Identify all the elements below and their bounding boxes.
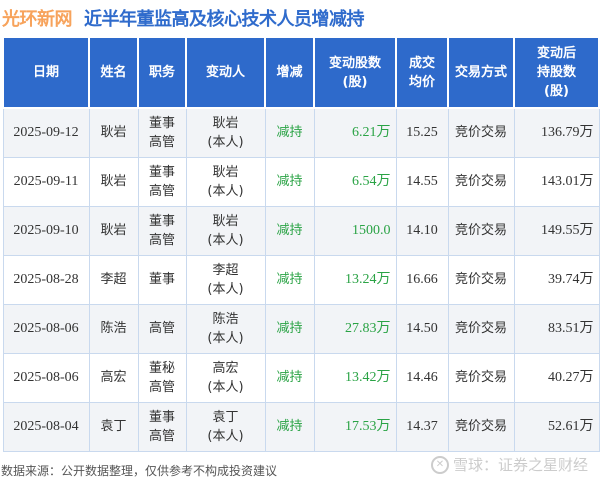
brand-logo: 光环新网	[2, 9, 73, 30]
cell-role: 高管	[137, 303, 187, 354]
cell-method: 竞价交易	[447, 352, 515, 403]
cell-shares: 6.21万	[313, 107, 397, 158]
cell-method: 竞价交易	[447, 401, 515, 452]
table-row: 2025-08-06 高宏 董秘 高管 高宏 (本人) 减持 13.42万 14.46 竞价交易 4…	[2, 352, 600, 403]
cell-after: 136.79万	[513, 107, 600, 158]
cell-role: 董事 高管	[137, 401, 187, 452]
table-row: 2025-09-10 耿岩 董事 高管 耿岩 (本人) 减持 1500.0 14.10 竞价交易 1…	[2, 205, 600, 256]
cell-direction: 减持	[264, 205, 315, 256]
column-header: 变动股数 (股)	[313, 38, 397, 109]
watermark-text: 雪球：证券之星财经	[452, 456, 588, 474]
cell-after: 149.55万	[513, 205, 600, 256]
cell-date: 2025-09-12	[2, 107, 90, 158]
cell-name: 李超	[88, 254, 139, 305]
cell-name: 袁丁	[88, 401, 139, 452]
cell-method: 竞价交易	[447, 107, 515, 158]
column-header: 变动人	[185, 38, 266, 109]
cell-shares: 13.42万	[313, 352, 397, 403]
cell-price: 16.66	[395, 254, 449, 305]
cell-shares: 1500.0	[313, 205, 397, 256]
cell-after: 143.01万	[513, 156, 600, 207]
cell-name: 陈浩	[88, 303, 139, 354]
cell-date: 2025-09-10	[2, 205, 90, 256]
column-header: 变动后 持股数 (股)	[513, 38, 600, 109]
column-header: 职务	[137, 38, 187, 109]
cell-shares: 17.53万	[313, 401, 397, 452]
cell-changer: 耿岩 (本人)	[185, 156, 266, 207]
cell-method: 竞价交易	[447, 156, 515, 207]
cell-name: 高宏	[88, 352, 139, 403]
xueqiu-logo-icon: ✕	[430, 455, 449, 474]
cell-changer: 袁丁 (本人)	[185, 401, 266, 452]
cell-method: 竞价交易	[447, 205, 515, 256]
table-row: 2025-09-11 耿岩 董事 高管 耿岩 (本人) 减持 6.54万 14.55 竞价交易 14…	[2, 156, 600, 207]
cell-direction: 减持	[264, 401, 315, 452]
cell-method: 竞价交易	[447, 303, 515, 354]
cell-after: 52.61万	[513, 401, 600, 452]
cell-role: 董事 高管	[137, 205, 187, 256]
cell-changer: 高宏 (本人)	[185, 352, 266, 403]
cell-after: 40.27万	[513, 352, 600, 403]
title-bar: 光环新网 近半年董监高及核心技术人员增减持	[2, 4, 365, 32]
cell-shares: 27.83万	[313, 303, 397, 354]
column-header: 增减	[264, 38, 315, 109]
cell-date: 2025-08-28	[2, 254, 90, 305]
cell-role: 董事	[137, 254, 187, 305]
cell-date: 2025-08-06	[2, 352, 90, 403]
table-row: 2025-08-06 陈浩 高管 陈浩 (本人) 减持 27.83万 14.50 竞价交易 83.…	[2, 303, 600, 354]
table-row: 2025-08-04 袁丁 董事 高管 袁丁 (本人) 减持 17.53万 14.37 竞价交易 5…	[2, 401, 600, 452]
cell-name: 耿岩	[88, 156, 139, 207]
cell-price: 14.46	[395, 352, 449, 403]
cell-price: 15.25	[395, 107, 449, 158]
cell-changer: 耿岩 (本人)	[185, 107, 266, 158]
cell-changer: 耿岩 (本人)	[185, 205, 266, 256]
cell-shares: 6.54万	[313, 156, 397, 207]
column-header: 姓名	[88, 38, 139, 109]
table-row: 2025-08-28 李超 董事 李超 (本人) 减持 13.24万 16.66 竞价交易 39.…	[2, 254, 600, 305]
cell-direction: 减持	[264, 254, 315, 305]
cell-shares: 13.24万	[313, 254, 397, 305]
cell-role: 董事 高管	[137, 107, 187, 158]
column-header: 日期	[2, 38, 90, 109]
column-header: 成交 均价	[395, 38, 449, 109]
cell-after: 83.51万	[513, 303, 600, 354]
cell-price: 14.55	[395, 156, 449, 207]
watermark: ✕ 雪球：证券之星财经	[430, 454, 588, 475]
cell-date: 2025-08-06	[2, 303, 90, 354]
data-source-note: 数据来源：公开数据整理，仅供参考不构成投资建议	[1, 464, 278, 478]
page-title: 近半年董监高及核心技术人员增减持	[84, 9, 365, 30]
cell-direction: 减持	[264, 303, 315, 354]
cell-price: 14.37	[395, 401, 449, 452]
cell-name: 耿岩	[88, 205, 139, 256]
cell-date: 2025-09-11	[2, 156, 90, 207]
cell-direction: 减持	[264, 352, 315, 403]
cell-date: 2025-08-04	[2, 401, 90, 452]
cell-method: 竞价交易	[447, 254, 515, 305]
cell-price: 14.50	[395, 303, 449, 354]
cell-role: 董秘 高管	[137, 352, 187, 403]
column-header: 交易方式	[447, 38, 515, 109]
cell-changer: 李超 (本人)	[185, 254, 266, 305]
cell-direction: 减持	[264, 107, 315, 158]
table-header: 日期 姓名 职务 变动人 增减 变动股数 (股) 成交 均价 交易方式 变动后 持股数 (股)	[2, 38, 600, 109]
holdings-change-table: 日期 姓名 职务 变动人 增减 变动股数 (股) 成交 均价 交易方式 变动后 持股数 (股) 2025…	[2, 38, 600, 452]
cell-price: 14.10	[395, 205, 449, 256]
cell-role: 董事 高管	[137, 156, 187, 207]
cell-direction: 减持	[264, 156, 315, 207]
cell-name: 耿岩	[88, 107, 139, 158]
table-row: 2025-09-12 耿岩 董事 高管 耿岩 (本人) 减持 6.21万 15.25 竞价交易 13…	[2, 107, 600, 158]
cell-after: 39.74万	[513, 254, 600, 305]
cell-changer: 陈浩 (本人)	[185, 303, 266, 354]
